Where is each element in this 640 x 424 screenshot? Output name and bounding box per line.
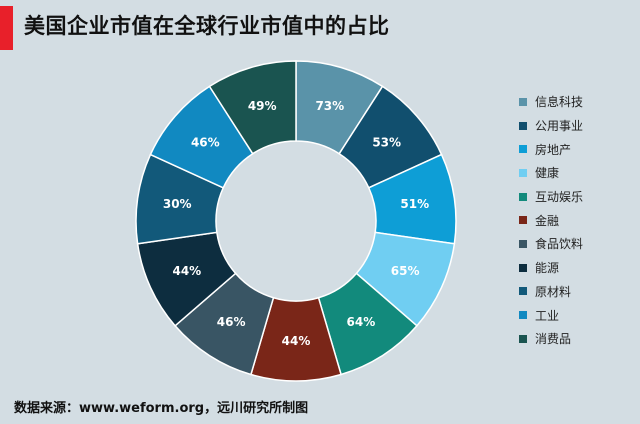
data-label-4: 65% <box>391 264 420 278</box>
legend-label: 能源 <box>535 261 560 276</box>
legend-item-8: 能源 <box>519 256 583 280</box>
legend-label: 信息科技 <box>535 95 584 110</box>
data-label-11: 49% <box>248 99 277 113</box>
legend-swatch <box>519 239 527 248</box>
legend-item-11: 消费品 <box>519 327 583 351</box>
donut-segment-11 <box>208 60 297 155</box>
legend-label: 工业 <box>535 308 560 323</box>
legend-label: 公用事业 <box>535 119 584 134</box>
legend-item-7: 食品饮料 <box>519 232 583 256</box>
legend-swatch <box>519 121 527 130</box>
legend-label: 互动娱乐 <box>535 190 584 205</box>
legend-item-2: 公用事业 <box>519 114 583 138</box>
source-note: 数据来源：www.weform.org，远川研究所制图 <box>14 401 309 416</box>
legend-swatch <box>519 263 527 272</box>
legend-item-6: 金融 <box>519 208 583 232</box>
legend-label: 原材料 <box>535 284 572 299</box>
data-label-5: 64% <box>347 315 376 329</box>
legend-swatch <box>519 192 527 201</box>
legend-swatch <box>519 97 527 106</box>
legend-swatch <box>519 168 527 177</box>
legend-swatch <box>519 311 527 320</box>
data-label-2: 53% <box>372 135 401 149</box>
page-title: 美国企业市值在全球行业市值中的占比 <box>24 14 390 38</box>
legend-swatch <box>519 216 527 225</box>
data-label-8: 44% <box>172 264 201 278</box>
data-label-7: 46% <box>217 315 246 329</box>
legend-item-5: 互动娱乐 <box>519 185 583 209</box>
title-accent-bar <box>0 6 13 50</box>
legend-label: 房地产 <box>535 142 572 157</box>
legend-item-3: 房地产 <box>519 137 583 161</box>
data-label-6: 44% <box>282 334 311 348</box>
data-label-3: 51% <box>400 197 429 211</box>
data-label-10: 46% <box>191 135 220 149</box>
legend-label: 健康 <box>535 166 560 181</box>
legend-swatch <box>519 334 527 343</box>
legend-item-10: 工业 <box>519 303 583 327</box>
chart-legend: 信息科技公用事业房地产健康互动娱乐金融食品饮料能源原材料工业消费品 <box>519 90 583 351</box>
legend-item-9: 原材料 <box>519 280 583 304</box>
legend-label: 食品饮料 <box>535 237 584 252</box>
data-label-9: 30% <box>163 197 192 211</box>
legend-item-4: 健康 <box>519 161 583 185</box>
legend-item-1: 信息科技 <box>519 90 583 114</box>
data-label-1: 73% <box>315 99 344 113</box>
legend-label: 金融 <box>535 213 560 228</box>
legend-swatch <box>519 145 527 154</box>
legend-swatch <box>519 287 527 296</box>
legend-label: 消费品 <box>535 332 572 347</box>
